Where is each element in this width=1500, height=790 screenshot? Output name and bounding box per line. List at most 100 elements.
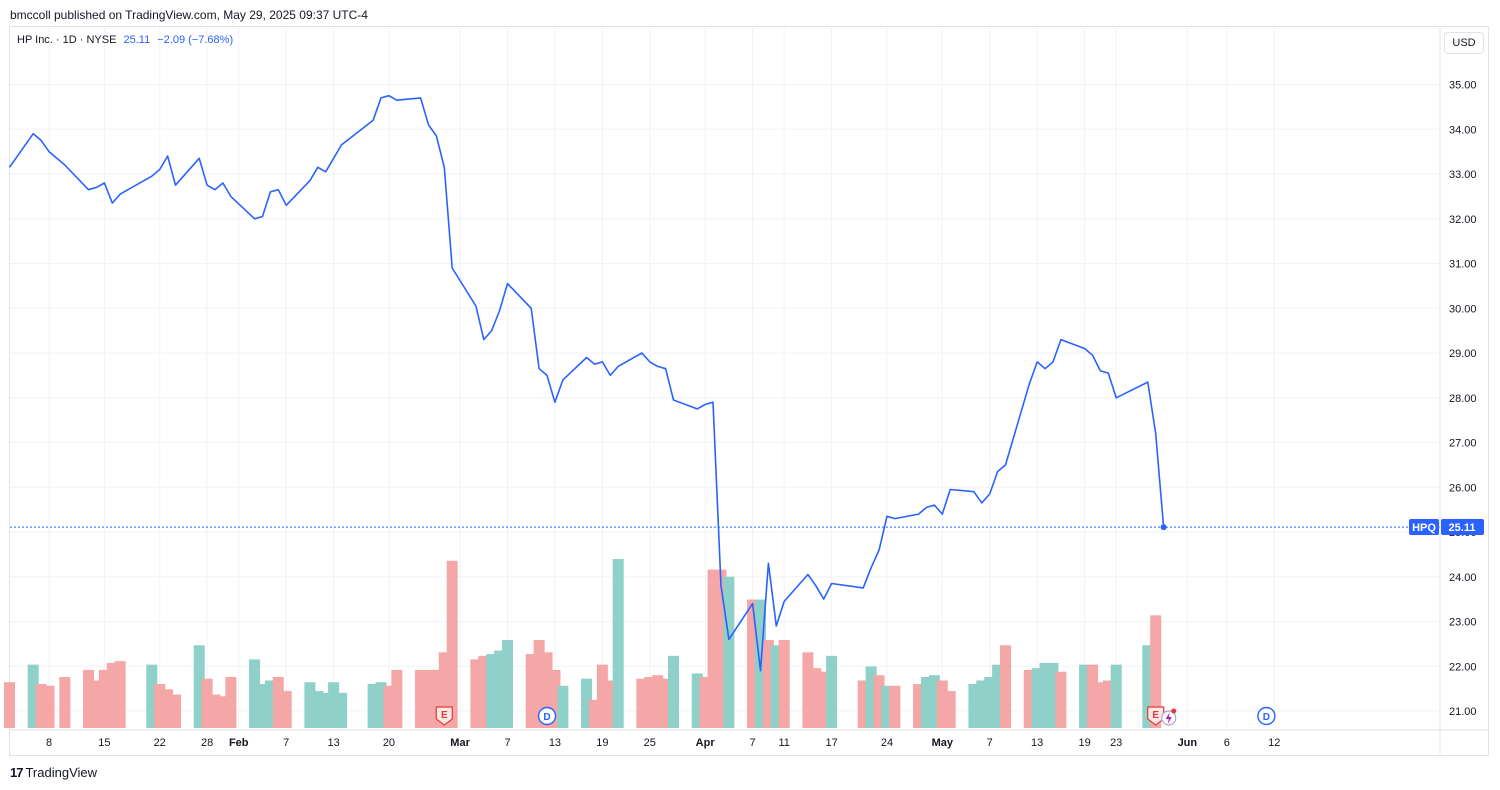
- y-tick-label: 32.00: [1449, 214, 1477, 226]
- volume-bar: [114, 661, 126, 728]
- last-price-dot: [1160, 524, 1167, 531]
- x-tick-label: 11: [778, 737, 789, 749]
- volume-bar: [612, 559, 624, 728]
- volume-bar: [1047, 662, 1059, 728]
- earnings-label: E: [441, 710, 448, 721]
- volume-bar: [707, 569, 719, 728]
- x-tick-label: Mar: [450, 737, 470, 749]
- currency-button[interactable]: USD: [1444, 32, 1484, 54]
- volume-bar: [320, 692, 332, 728]
- volume-bar: [944, 691, 956, 728]
- volume-bar: [699, 676, 711, 728]
- x-tick-label: 19: [1078, 737, 1090, 749]
- dividend-label: D: [543, 712, 550, 723]
- volume-bar: [90, 680, 102, 728]
- volume-bar: [43, 685, 55, 728]
- volume-bar: [660, 678, 672, 728]
- volume-bar: [201, 678, 213, 728]
- volume-bar: [652, 675, 664, 728]
- earnings-label: E: [1152, 710, 1159, 721]
- volume-bar: [865, 666, 877, 728]
- price-tag-value: 25.11: [1449, 522, 1476, 534]
- symbol-legend[interactable]: HP Inc. · 1D · NYSE 25.11 −2.09 (−7.68%): [17, 34, 233, 46]
- x-tick-label: 8: [46, 737, 52, 749]
- last-price-tag: HPQ 25.11: [1409, 519, 1484, 535]
- volume-bar: [272, 676, 284, 728]
- x-tick-label: 7: [504, 737, 510, 749]
- x-tick-label: 7: [283, 737, 289, 749]
- publish-header: bmccoll published on TradingView.com, Ma…: [10, 8, 368, 22]
- volume-bar: [1102, 680, 1114, 728]
- volume-bar: [35, 684, 47, 728]
- volume-bar: [715, 569, 727, 728]
- volume-bar: [873, 675, 885, 728]
- volume-bar: [1031, 668, 1043, 728]
- lightning-glyph: [1165, 712, 1172, 724]
- volume-bar: [256, 684, 268, 728]
- volume-bar: [383, 685, 395, 728]
- volume-bar: [533, 640, 545, 728]
- volume-bar: [375, 682, 387, 728]
- volume-bar: [98, 669, 110, 728]
- volume-bar: [438, 652, 450, 728]
- volume-bar: [920, 676, 932, 728]
- x-tick-label: 6: [1224, 737, 1230, 749]
- volume-bar: [818, 671, 830, 728]
- y-tick-label: 21.00: [1449, 706, 1477, 718]
- volume-bar: [770, 645, 782, 728]
- volume-bar: [596, 664, 608, 728]
- volume-bar: [747, 599, 759, 728]
- x-tick-label: 28: [201, 737, 213, 749]
- y-tick-label: 27.00: [1449, 438, 1477, 450]
- volume-bar: [644, 676, 656, 728]
- legend-title: HP Inc. · 1D · NYSE: [17, 34, 117, 46]
- x-tick-label: 7: [987, 737, 993, 749]
- volume-bar: [162, 689, 174, 728]
- tradingview-logo-icon: 17: [10, 765, 24, 780]
- volume-bar: [1110, 664, 1122, 728]
- volume-bar: [478, 655, 490, 728]
- chart-frame: [9, 26, 1489, 756]
- price-tag-symbol-bg: [1409, 519, 1439, 535]
- y-tick-label: 35.00: [1449, 80, 1477, 92]
- x-tick-label: 17: [825, 737, 837, 749]
- x-tick-label: Feb: [229, 737, 249, 749]
- split-event-marker[interactable]: [1161, 708, 1177, 726]
- volume-bar: [881, 685, 893, 728]
- volume-bar: [1055, 671, 1067, 728]
- volume-bar: [391, 669, 403, 728]
- x-tick-label: 13: [327, 737, 339, 749]
- volume-bar: [549, 669, 561, 728]
- y-tick-label: 30.00: [1449, 303, 1477, 315]
- volume-bar: [557, 685, 569, 728]
- y-tick-label: 34.00: [1449, 124, 1477, 136]
- volume-bar: [723, 576, 735, 728]
- volume-bar: [336, 692, 348, 728]
- volume-bar: [1142, 645, 1154, 728]
- volume-bar: [802, 652, 814, 728]
- volume-bar: [446, 560, 458, 728]
- dividend-icon: [1257, 706, 1276, 726]
- earnings-marker[interactable]: E: [1147, 706, 1165, 726]
- volume-bar: [1079, 664, 1091, 728]
- volume-bar: [778, 640, 790, 728]
- earnings-marker[interactable]: E: [435, 706, 453, 726]
- volume-bar: [264, 680, 276, 728]
- y-tick-label: 29.00: [1449, 348, 1477, 360]
- volume-bar: [976, 680, 988, 728]
- y-tick-label: 26.00: [1449, 482, 1477, 494]
- dividend-marker[interactable]: D: [1257, 706, 1276, 726]
- volume-bar: [525, 654, 537, 728]
- price-tag-symbol: HPQ: [1412, 522, 1436, 534]
- volume-bar: [913, 684, 925, 728]
- dividend-marker[interactable]: D: [537, 706, 557, 726]
- tradingview-logo[interactable]: 17 TradingView: [10, 765, 97, 780]
- y-axis: 35.00 34.00 33.00 32.00 31.00 30.00 29.00 28.00…: [1449, 80, 1477, 719]
- x-tick-label: 20: [383, 737, 395, 749]
- volume-bar: [588, 699, 600, 728]
- volume-bar: [992, 664, 1004, 728]
- volume-bar: [312, 691, 324, 728]
- volume-bar: [1094, 682, 1106, 728]
